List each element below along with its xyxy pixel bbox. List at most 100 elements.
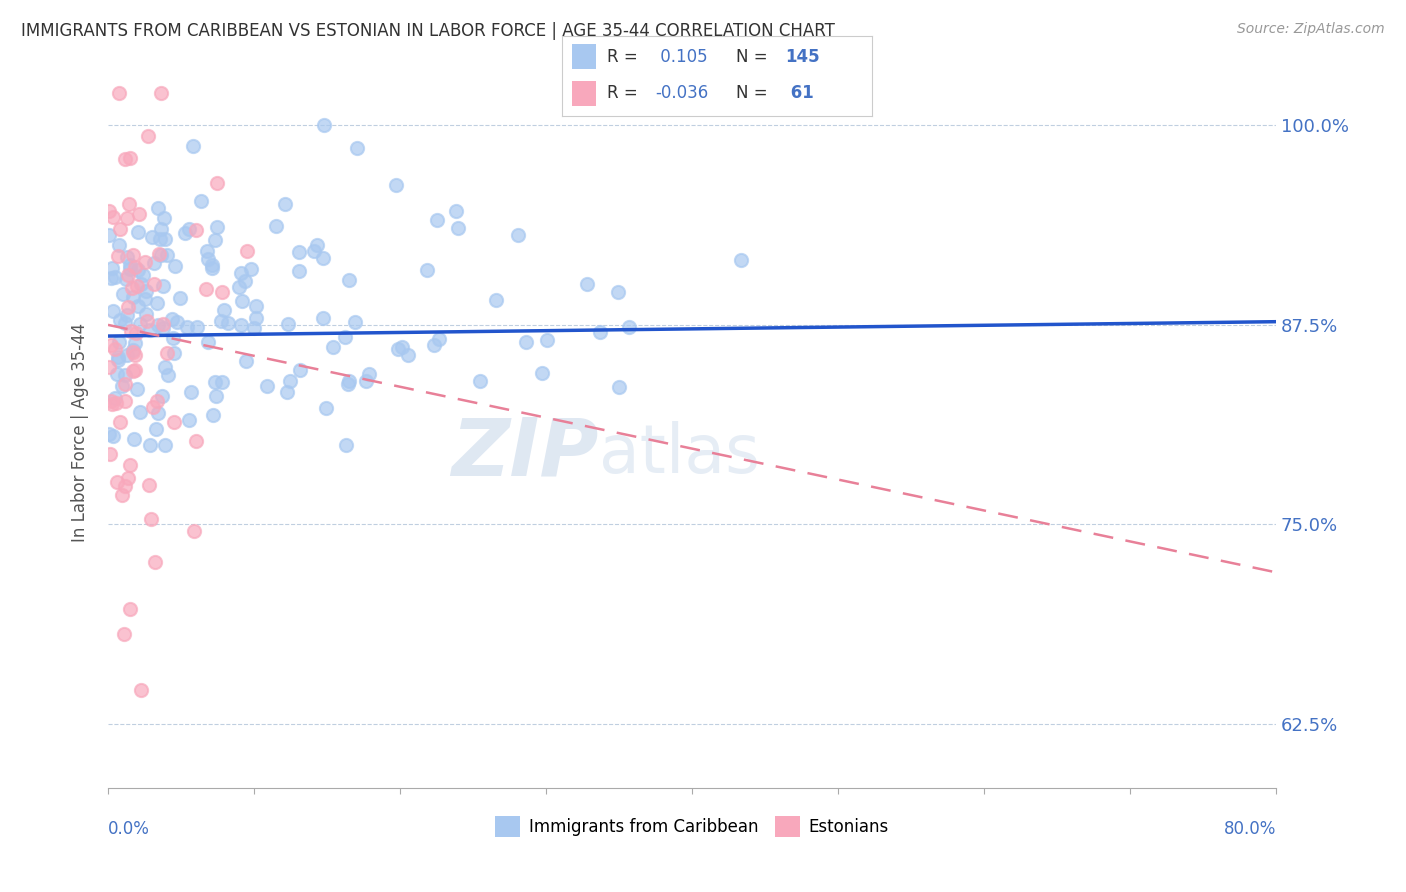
Point <box>120 261 142 276</box>
Point <box>122 364 145 378</box>
Point <box>115 348 138 362</box>
Point <box>730 252 752 267</box>
Point <box>138 477 160 491</box>
Point <box>335 437 357 451</box>
Point <box>201 258 224 272</box>
Point <box>108 312 131 326</box>
Point <box>204 233 226 247</box>
Point <box>288 264 311 278</box>
Point <box>337 273 360 287</box>
Point <box>125 279 148 293</box>
Point <box>114 316 136 330</box>
Point <box>204 376 226 390</box>
Point <box>122 432 145 446</box>
Point <box>128 207 150 221</box>
Point <box>107 248 129 262</box>
Text: IMMIGRANTS FROM CARIBBEAN VS ESTONIAN IN LABOR FORCE | AGE 35-44 CORRELATION CHA: IMMIGRANTS FROM CARIBBEAN VS ESTONIAN IN… <box>21 22 835 40</box>
Point <box>146 394 169 409</box>
Point <box>277 317 299 331</box>
Text: 145: 145 <box>785 47 820 65</box>
Point <box>274 197 297 211</box>
Point <box>100 337 122 351</box>
Legend: Immigrants from Caribbean, Estonians: Immigrants from Caribbean, Estonians <box>489 810 896 844</box>
Text: R =: R = <box>607 47 638 65</box>
Point <box>150 389 173 403</box>
Text: 0.105: 0.105 <box>655 47 707 65</box>
Text: Source: ZipAtlas.com: Source: ZipAtlas.com <box>1237 22 1385 37</box>
Point <box>100 397 122 411</box>
Point <box>315 401 337 416</box>
Point <box>143 555 166 569</box>
Text: atlas: atlas <box>599 421 759 487</box>
Point <box>107 353 129 368</box>
Point <box>201 260 224 275</box>
Point <box>118 458 141 472</box>
Point <box>322 340 344 354</box>
Point <box>176 320 198 334</box>
Text: R =: R = <box>607 85 638 103</box>
Point <box>98 227 121 242</box>
Point <box>387 343 409 357</box>
Point <box>162 331 184 345</box>
Point <box>104 342 127 356</box>
Point <box>108 335 131 350</box>
Point <box>236 244 259 258</box>
Point <box>120 324 142 338</box>
Point <box>101 303 124 318</box>
Text: N =: N = <box>735 85 768 103</box>
Point <box>337 374 360 388</box>
Point <box>229 266 252 280</box>
Point <box>127 225 149 239</box>
Point <box>129 277 152 292</box>
Text: N =: N = <box>735 47 768 65</box>
Point <box>131 683 153 698</box>
Point <box>235 353 257 368</box>
Point <box>243 320 266 334</box>
Point <box>100 270 122 285</box>
Point <box>174 226 197 240</box>
Point <box>186 320 208 334</box>
Point <box>127 263 149 277</box>
Text: 61: 61 <box>785 85 814 103</box>
Point <box>139 437 162 451</box>
Point <box>312 252 335 266</box>
Point <box>256 379 278 393</box>
Point <box>211 285 233 299</box>
Point <box>142 400 165 414</box>
Point <box>143 256 166 270</box>
Point <box>105 395 128 409</box>
Point <box>354 374 377 388</box>
Point <box>134 255 156 269</box>
Point <box>107 350 129 364</box>
Point <box>104 391 127 405</box>
Point <box>146 296 169 310</box>
Point <box>211 375 233 389</box>
Point <box>114 368 136 383</box>
Point <box>346 141 368 155</box>
Point <box>166 315 188 329</box>
Point <box>135 285 157 299</box>
Point <box>120 151 142 165</box>
Point <box>121 343 143 358</box>
Point <box>118 197 141 211</box>
Point <box>156 247 179 261</box>
Point <box>156 346 179 360</box>
Point <box>114 393 136 408</box>
Point <box>148 318 170 332</box>
Point <box>121 248 143 262</box>
Point <box>105 475 128 490</box>
Text: 0.0%: 0.0% <box>108 820 150 838</box>
Point <box>155 359 177 374</box>
Point <box>150 248 173 262</box>
Point <box>422 338 444 352</box>
Point <box>484 293 506 307</box>
Point <box>312 119 335 133</box>
Point <box>105 367 128 381</box>
Point <box>190 194 212 208</box>
Point <box>152 278 174 293</box>
Point <box>153 437 176 451</box>
Point <box>111 287 134 301</box>
Point <box>576 277 599 291</box>
Point <box>231 318 253 333</box>
Point <box>139 323 162 337</box>
